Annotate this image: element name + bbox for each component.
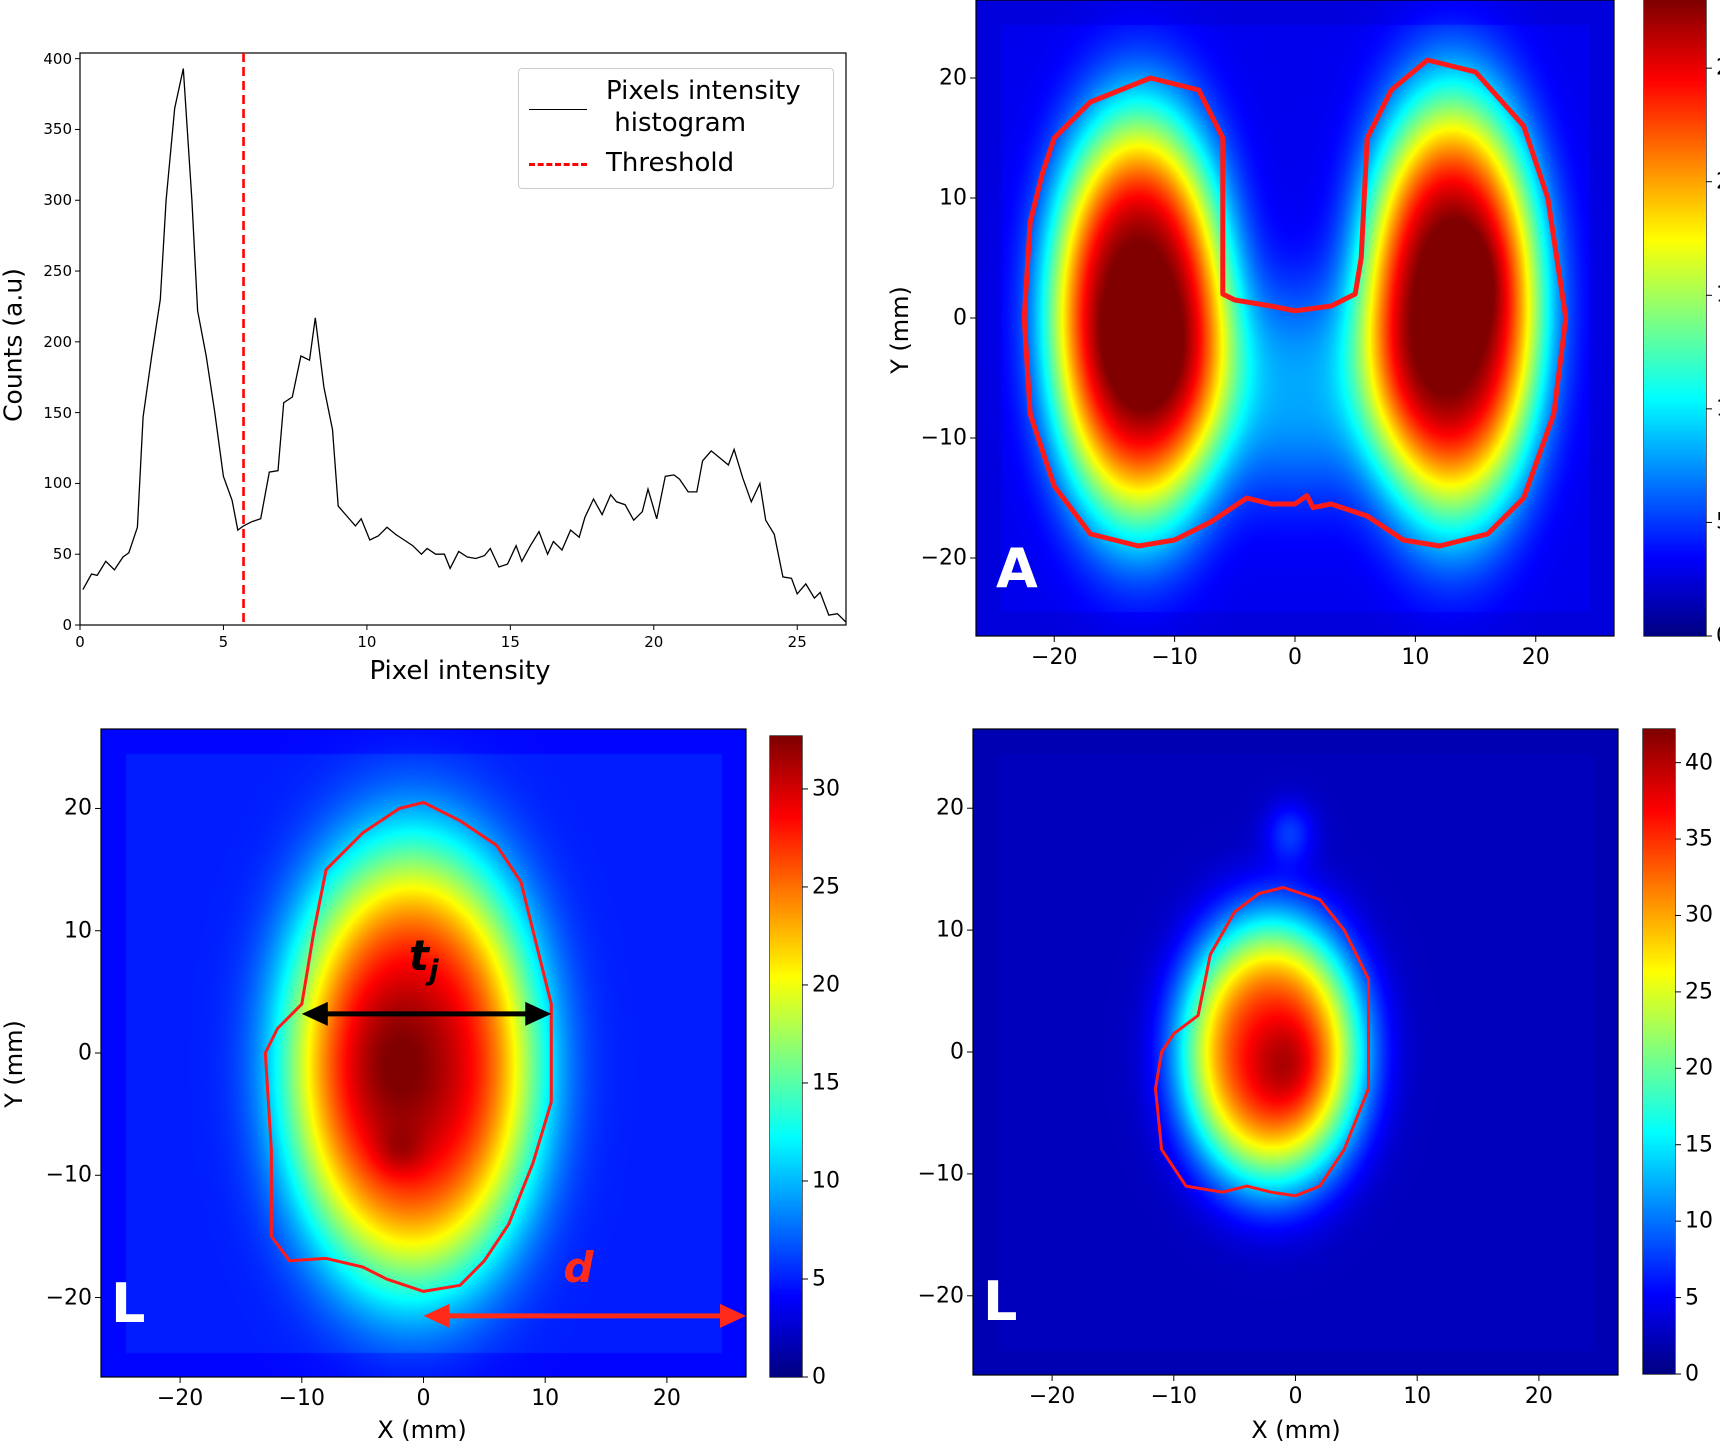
x-tick-label: 25 xyxy=(787,633,807,651)
legend-label-threshold: Threshold xyxy=(606,148,735,178)
y-tick-label: 20 xyxy=(64,795,92,821)
x-tick-label: 10 xyxy=(531,1386,560,1411)
y-tick-label: −10 xyxy=(917,1161,964,1187)
x-tick-label: 0 xyxy=(416,1386,431,1411)
y-tick-label: −10 xyxy=(920,425,967,451)
y-tick-label: 50 xyxy=(52,545,72,564)
histogram-line xyxy=(82,68,847,623)
x-tick-label: 0 xyxy=(75,633,85,651)
y-axis-label: Y (mm) xyxy=(886,286,914,374)
x-tick-label: 20 xyxy=(652,1386,681,1411)
y-tick-label: 0 xyxy=(78,1040,92,1066)
colorbar-tick-label: 5 xyxy=(1716,510,1720,535)
legend-line-histogram xyxy=(529,109,587,110)
y-tick-label: 0 xyxy=(62,616,72,634)
thickness-symbol: t xyxy=(408,930,429,980)
colorbar-tick-label: 0 xyxy=(1685,1361,1699,1387)
heatmap-image xyxy=(973,729,1618,1375)
colorbar-tick-label: 0 xyxy=(1716,624,1720,649)
plot-frame xyxy=(79,52,847,626)
y-tick-label: 10 xyxy=(939,185,967,211)
colorbar-tick-label: 15 xyxy=(1685,1132,1713,1158)
heatmap-image xyxy=(976,0,1614,636)
y-axis-label: Y (mm) xyxy=(0,1020,28,1108)
y-tick-label: 400 xyxy=(43,49,72,68)
x-axis-label: X (mm) xyxy=(1251,1416,1341,1444)
legend-line-threshold xyxy=(529,163,587,166)
y-tick-label: 20 xyxy=(939,65,967,91)
y-tick-label: 250 xyxy=(43,262,72,281)
y-tick-label: 200 xyxy=(43,332,72,351)
distance-annotation: d xyxy=(563,1242,594,1292)
x-tick-label: −10 xyxy=(1151,645,1198,670)
histogram-plot xyxy=(75,52,847,630)
x-tick-label: 20 xyxy=(1524,1384,1553,1409)
colorbar-tick-label: 20 xyxy=(1716,169,1720,194)
y-tick-label: −20 xyxy=(45,1285,92,1311)
y-tick-label: 150 xyxy=(43,403,72,422)
histogram-x-label: Pixel intensity xyxy=(369,656,551,686)
colorbar xyxy=(770,736,802,1377)
panel-label: L xyxy=(983,1270,1018,1333)
y-tick-label: 10 xyxy=(64,918,92,944)
y-tick-label: 10 xyxy=(936,917,964,943)
x-tick-label: −10 xyxy=(1150,1384,1198,1409)
y-tick-label: 0 xyxy=(950,1039,964,1065)
x-tick-label: 0 xyxy=(1288,1384,1303,1409)
y-tick-label: 100 xyxy=(43,474,72,493)
x-tick-label: 20 xyxy=(1521,645,1550,670)
x-tick-label: 10 xyxy=(1401,645,1430,670)
y-tick-label: −10 xyxy=(45,1162,92,1188)
colorbar-tick-label: 20 xyxy=(1685,1055,1713,1081)
x-tick-label: −10 xyxy=(278,1386,326,1411)
x-tick-label: −20 xyxy=(1028,1384,1076,1409)
x-axis-label: X (mm) xyxy=(377,1416,467,1444)
colorbar-tick-label: 15 xyxy=(812,1070,840,1096)
x-tick-label: −20 xyxy=(1031,645,1078,670)
histogram-y-label: Counts (a.u) xyxy=(0,268,28,422)
x-tick-label: 10 xyxy=(1403,1384,1432,1409)
colorbar-tick-label: 35 xyxy=(1685,826,1713,852)
colorbar-tick-label: 0 xyxy=(812,1364,826,1390)
colorbar xyxy=(1644,0,1706,636)
y-tick-label: −20 xyxy=(917,1283,964,1309)
heatmap-image xyxy=(101,729,746,1377)
x-tick-label: 0 xyxy=(1288,645,1302,670)
colorbar-tick-label: 20 xyxy=(812,972,840,998)
y-tick-label: 20 xyxy=(936,795,964,821)
colorbar-tick-label: 30 xyxy=(1685,902,1713,928)
x-tick-label: 20 xyxy=(644,633,664,651)
colorbar-tick-label: 25 xyxy=(1685,979,1713,1005)
thickness-subscript: j xyxy=(428,953,439,987)
colorbar-tick-label: 15 xyxy=(1716,283,1720,308)
panel-label: L xyxy=(111,1272,146,1335)
x-tick-label: 10 xyxy=(357,633,377,651)
legend-label-histogram: Pixels intensity histogram xyxy=(606,76,801,138)
colorbar-tick-label: 10 xyxy=(812,1168,840,1194)
colorbar-tick-label: 10 xyxy=(1685,1208,1713,1234)
colorbar-tick-label: 5 xyxy=(1685,1285,1699,1311)
y-tick-label: 300 xyxy=(43,191,72,210)
colorbar-tick-label: 25 xyxy=(812,874,840,900)
y-tick-label: −20 xyxy=(920,545,967,571)
colorbar-tick-label: 40 xyxy=(1685,750,1713,776)
x-tick-label: 15 xyxy=(500,633,520,651)
colorbar xyxy=(1643,729,1675,1374)
x-tick-label: −20 xyxy=(156,1386,204,1411)
panel-label: A xyxy=(996,537,1038,600)
legend: Pixels intensity histogram Threshold xyxy=(518,68,834,189)
x-tick-label: 5 xyxy=(218,633,229,651)
y-tick-label: 0 xyxy=(953,305,967,331)
colorbar-tick-label: 25 xyxy=(1716,56,1720,81)
thickness-annotation: tj xyxy=(409,931,439,986)
colorbar-tick-label: 10 xyxy=(1716,396,1720,421)
colorbar-tick-label: 30 xyxy=(812,776,840,802)
y-tick-label: 350 xyxy=(43,120,72,139)
colorbar-tick-label: 5 xyxy=(812,1266,826,1292)
